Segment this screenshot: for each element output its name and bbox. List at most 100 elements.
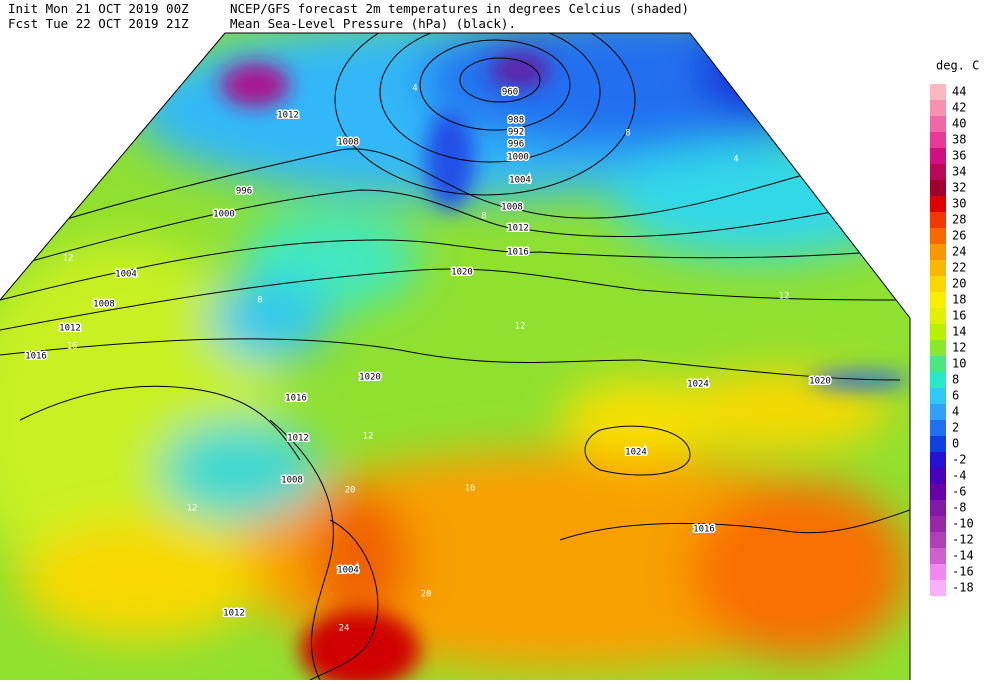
isobar-label: 992 — [508, 128, 524, 138]
legend-swatch — [930, 516, 946, 532]
legend-label: -18 — [952, 581, 974, 595]
isobar-label: 1004 — [509, 176, 531, 186]
isobar-label: 960 — [502, 88, 518, 98]
legend-swatch — [930, 116, 946, 132]
temp-label: 12 — [63, 254, 74, 264]
temp-label: 12 — [779, 292, 790, 302]
temp-label: 4 — [733, 155, 738, 165]
legend-swatch — [930, 452, 946, 468]
legend-swatch — [930, 532, 946, 548]
isobar-label: 1012 — [277, 111, 299, 121]
isobar-label: 1008 — [501, 203, 523, 213]
title-line-1: NCEP/GFS forecast 2m temperatures in deg… — [230, 1, 689, 16]
legend-label: 14 — [952, 325, 966, 339]
legend-label: 22 — [952, 261, 966, 275]
legend: 4442403836343230282624222018161412108642… — [930, 84, 974, 596]
isobar-label: 1024 — [625, 448, 647, 458]
legend-swatch — [930, 180, 946, 196]
legend-label: -14 — [952, 549, 974, 563]
legend-label: 10 — [952, 357, 966, 371]
legend-swatch — [930, 196, 946, 212]
isobar-label: 1020 — [451, 268, 473, 278]
legend-swatch — [930, 292, 946, 308]
title-line-2: Mean Sea-Level Pressure (hPa) (black). — [230, 16, 516, 31]
isobar-label: 996 — [508, 140, 524, 150]
legend-label: 40 — [952, 117, 966, 131]
legend-label: -16 — [952, 565, 974, 579]
fcst-text: Fcst Tue 22 OCT 2019 21Z — [8, 16, 189, 31]
legend-swatch — [930, 228, 946, 244]
legend-swatch — [930, 468, 946, 484]
isobar-label: 1016 — [285, 394, 307, 404]
legend-swatch — [930, 148, 946, 164]
legend-label: 38 — [952, 133, 966, 147]
temp-label: 12 — [515, 322, 526, 332]
isobar-label: 1004 — [337, 566, 359, 576]
legend-label: 24 — [952, 245, 966, 259]
legend-label: 26 — [952, 229, 966, 243]
legend-label: 44 — [952, 85, 966, 99]
legend-title: deg. C — [936, 59, 979, 73]
isobar-label: 1008 — [93, 300, 115, 310]
legend-swatch — [930, 356, 946, 372]
isobar-label: 1012 — [507, 224, 529, 234]
legend-label: 4 — [952, 405, 959, 419]
legend-swatch — [930, 436, 946, 452]
legend-label: -6 — [952, 485, 966, 499]
legend-label: 42 — [952, 101, 966, 115]
legend-swatch — [930, 388, 946, 404]
isobars — [0, 33, 910, 680]
isobar-label: 1000 — [507, 153, 529, 163]
legend-swatch — [930, 404, 946, 420]
temp-label: 16 — [67, 342, 78, 352]
isobar-label: 1008 — [337, 138, 359, 148]
legend-label: 0 — [952, 437, 959, 451]
isobar-label: 1000 — [213, 210, 235, 220]
isobar-label: 1012 — [59, 324, 81, 334]
isobar-label: 1020 — [359, 373, 381, 383]
legend-swatch — [930, 372, 946, 388]
temp-label: 8 — [481, 212, 486, 222]
temp-label: 20 — [421, 590, 432, 600]
temp-label: 24 — [339, 624, 350, 634]
legend-label: 6 — [952, 389, 959, 403]
legend-label: 36 — [952, 149, 966, 163]
isobar-label: 1004 — [115, 270, 137, 280]
legend-label: 16 — [952, 309, 966, 323]
legend-label: 12 — [952, 341, 966, 355]
legend-label: 28 — [952, 213, 966, 227]
legend-swatch — [930, 100, 946, 116]
legend-label: -2 — [952, 453, 966, 467]
legend-swatch — [930, 244, 946, 260]
legend-swatch — [930, 132, 946, 148]
legend-swatch — [930, 276, 946, 292]
isobar-label: 1008 — [281, 476, 303, 486]
init-text: Init Mon 21 OCT 2019 00Z — [8, 1, 189, 16]
isobar-label: 1016 — [693, 525, 715, 535]
legend-swatch — [930, 340, 946, 356]
legend-swatch — [930, 164, 946, 180]
legend-swatch — [930, 500, 946, 516]
legend-swatch — [930, 484, 946, 500]
isobar-label: 1012 — [287, 434, 309, 444]
legend-swatch — [930, 212, 946, 228]
legend-label: 30 — [952, 197, 966, 211]
temp-label: 8 — [257, 296, 262, 306]
isobar-label: 996 — [236, 187, 252, 197]
legend-label: 34 — [952, 165, 966, 179]
isobar-label: 988 — [508, 116, 524, 126]
legend-swatch — [930, 308, 946, 324]
legend-label: -8 — [952, 501, 966, 515]
legend-swatch — [930, 548, 946, 564]
legend-label: 32 — [952, 181, 966, 195]
legend-swatch — [930, 564, 946, 580]
legend-swatch — [930, 324, 946, 340]
legend-label: -10 — [952, 517, 974, 531]
isobar-label: 1024 — [687, 380, 709, 390]
temperature-labels: 4 8 12 16 20 12 12 8 4 12 16 20 24 12 8 — [63, 84, 790, 634]
legend-swatch — [930, 260, 946, 276]
temp-label: 12 — [363, 432, 374, 442]
temp-label: 8 — [625, 129, 630, 139]
